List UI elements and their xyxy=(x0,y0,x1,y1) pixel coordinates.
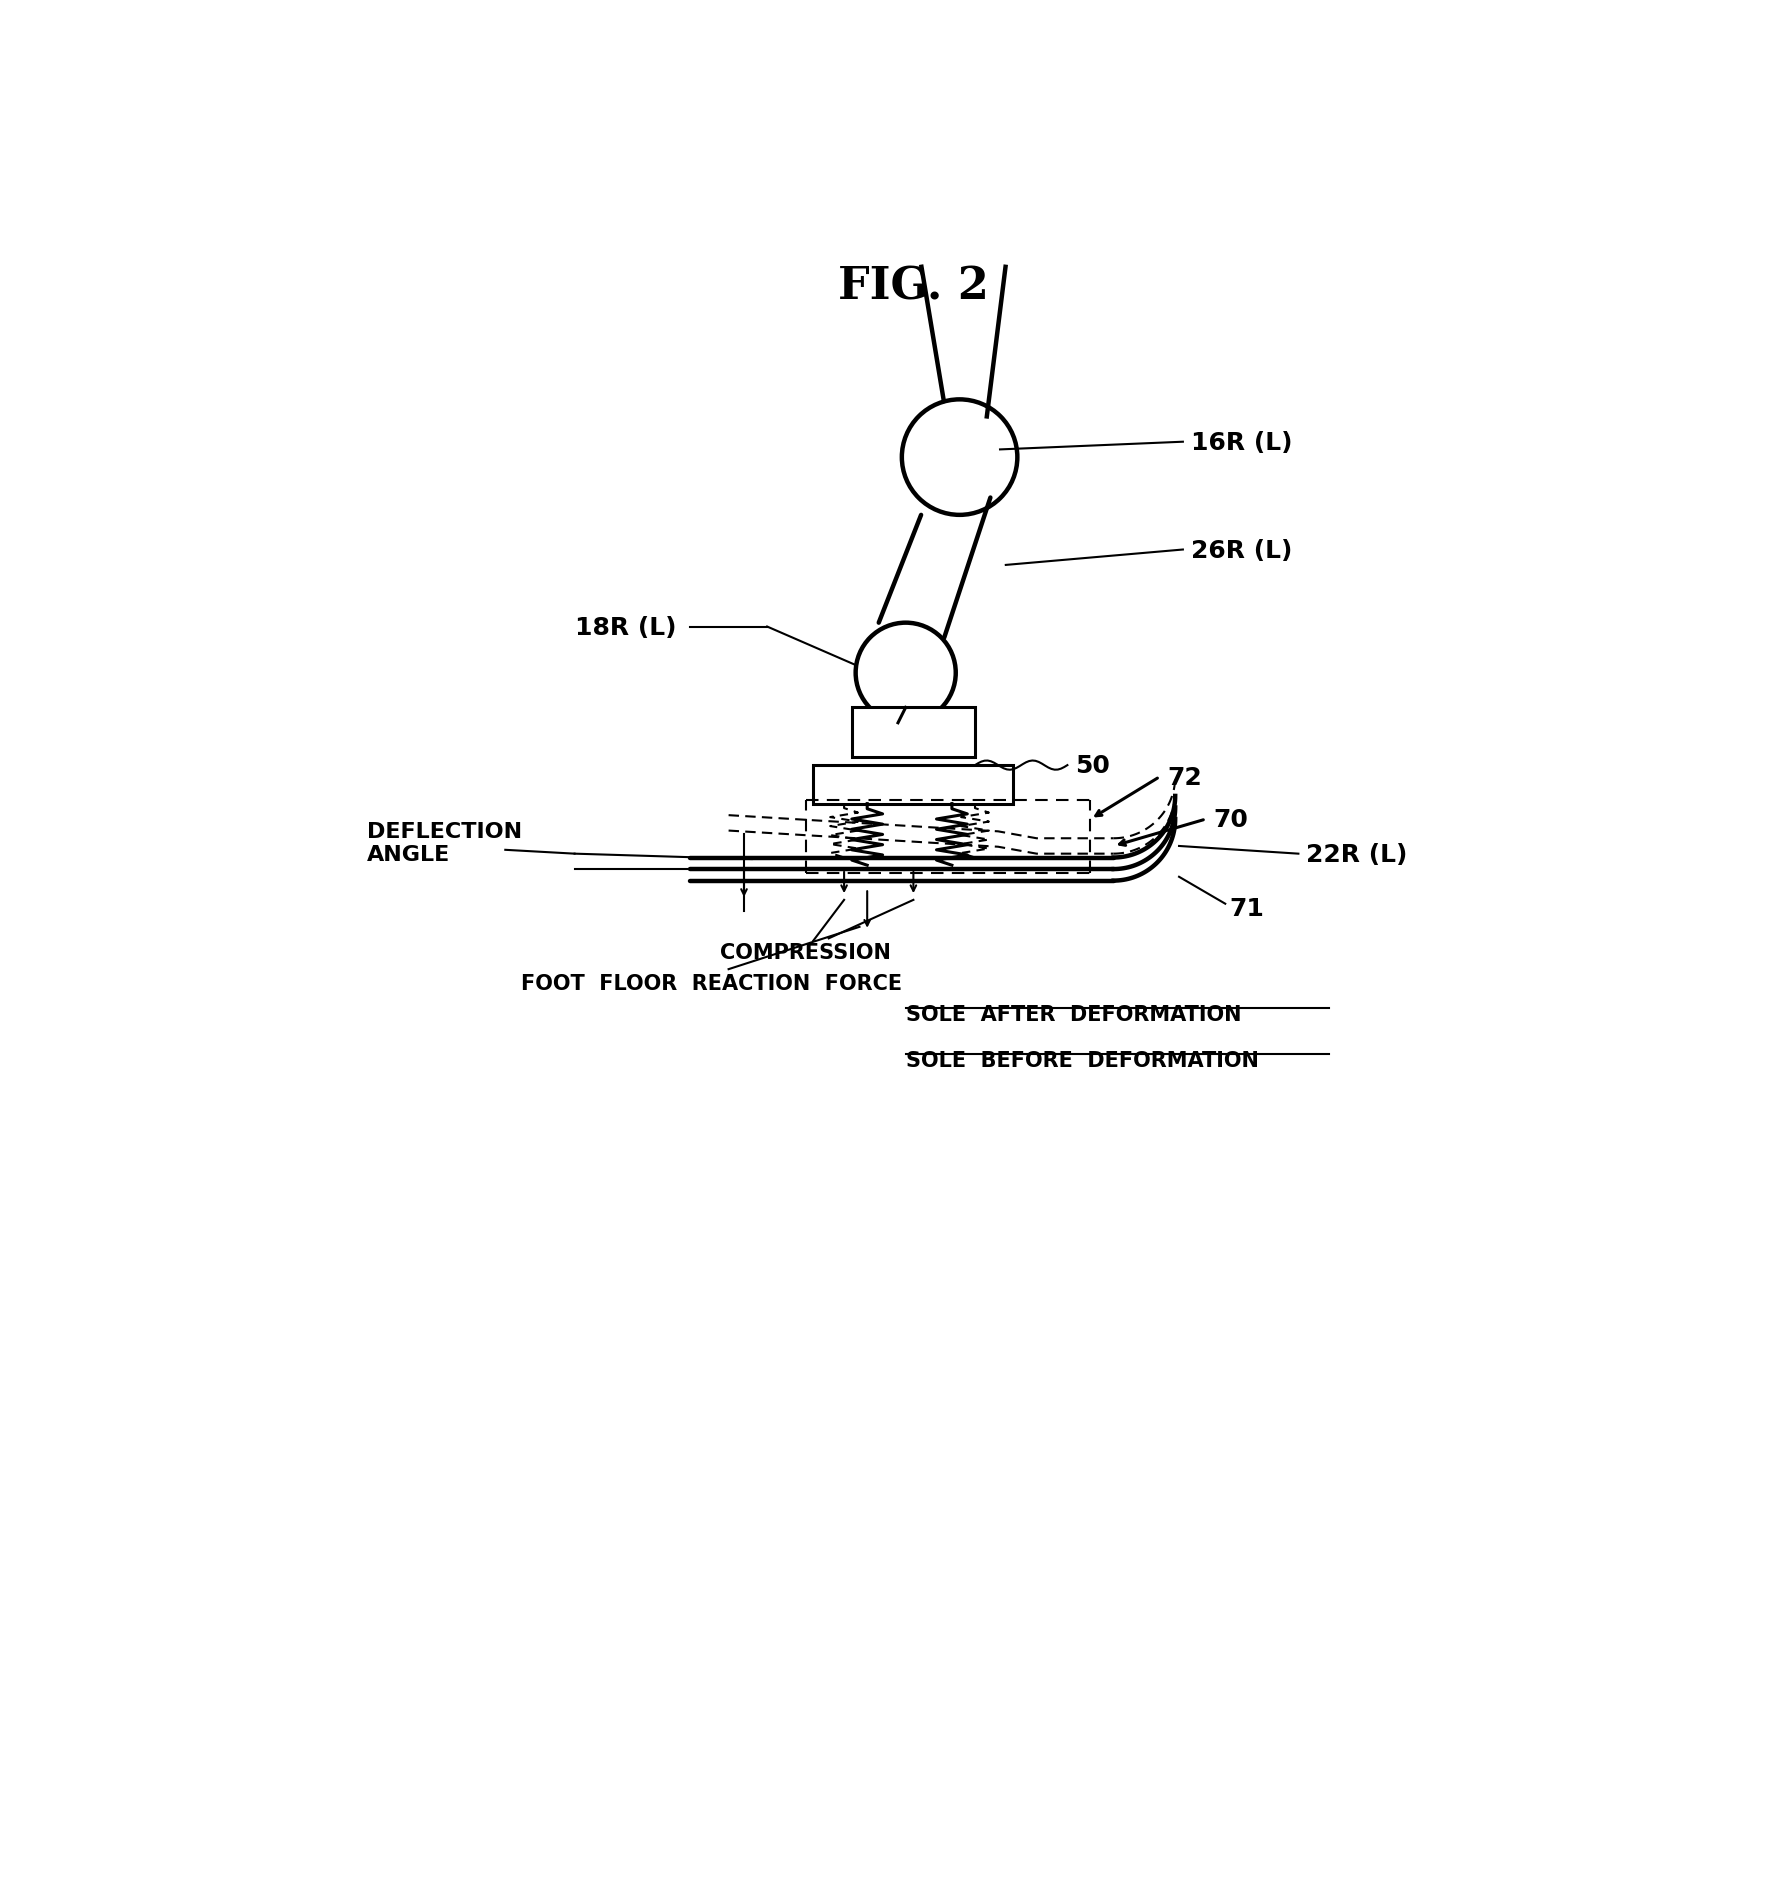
Text: 26R (L): 26R (L) xyxy=(1191,539,1292,562)
Text: 72: 72 xyxy=(1168,765,1202,790)
Text: 71: 71 xyxy=(1229,896,1265,921)
Bar xyxy=(814,765,1014,805)
Text: SOLE  AFTER  DEFORMATION: SOLE AFTER DEFORMATION xyxy=(905,1004,1242,1025)
Text: COMPRESSION: COMPRESSION xyxy=(721,943,891,962)
Text: 22R (L): 22R (L) xyxy=(1306,843,1408,865)
Text: SOLE  BEFORE  DEFORMATION: SOLE BEFORE DEFORMATION xyxy=(905,1050,1259,1070)
Bar xyxy=(852,708,975,757)
Text: 18R (L): 18R (L) xyxy=(574,615,676,640)
Text: DEFLECTION
ANGLE: DEFLECTION ANGLE xyxy=(367,822,522,864)
Text: FOOT  FLOOR  REACTION  FORCE: FOOT FLOOR REACTION FORCE xyxy=(521,974,902,993)
Text: FIG. 2: FIG. 2 xyxy=(837,266,989,309)
Text: 70: 70 xyxy=(1213,807,1249,831)
Text: 50: 50 xyxy=(1075,754,1109,778)
Text: 16R (L): 16R (L) xyxy=(1191,431,1292,454)
